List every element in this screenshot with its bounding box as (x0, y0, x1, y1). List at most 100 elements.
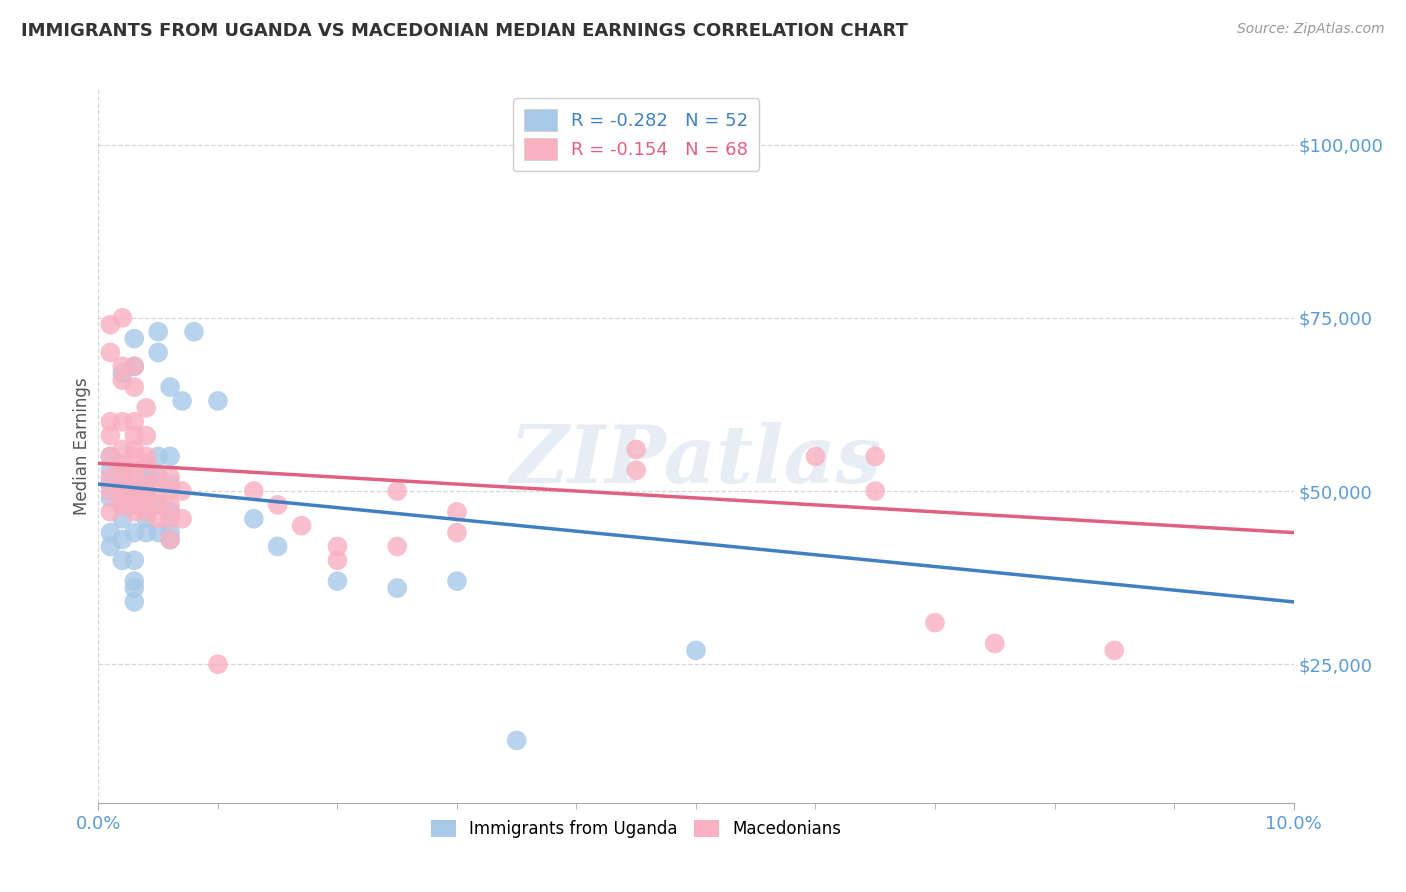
Point (159, 450, 181, 464)
Point (135, 463, 157, 477)
Point (243, 483, 266, 498)
Point (111, 366, 134, 380)
Point (159, 470, 181, 484)
Point (385, 483, 409, 498)
Point (159, 533, 181, 547)
Point (98, 477, 122, 491)
Point (267, 498, 290, 512)
Point (685, 643, 707, 657)
Point (98, 483, 122, 498)
Point (124, 415, 146, 429)
Point (159, 483, 181, 498)
Point (148, 345, 170, 359)
Point (291, 518, 314, 533)
Point (98, 428, 122, 442)
Point (865, 450, 887, 464)
Point (135, 483, 157, 498)
Text: ZIPatlas: ZIPatlas (510, 422, 882, 499)
Legend: Immigrants from Uganda, Macedonians: Immigrants from Uganda, Macedonians (425, 813, 848, 845)
Point (804, 450, 827, 464)
Point (446, 574, 468, 588)
Point (135, 401, 157, 415)
Point (626, 442, 648, 457)
Point (159, 505, 181, 519)
Point (135, 470, 157, 484)
Text: Source: ZipAtlas.com: Source: ZipAtlas.com (1237, 22, 1385, 37)
Point (124, 470, 146, 484)
Point (124, 553, 146, 567)
Point (124, 463, 146, 477)
Point (111, 512, 134, 526)
Point (98, 450, 122, 464)
Point (135, 512, 157, 526)
Point (159, 498, 181, 512)
Point (159, 512, 181, 526)
Point (984, 636, 1007, 650)
Point (207, 657, 229, 672)
Point (124, 595, 146, 609)
Point (135, 505, 157, 519)
Point (446, 525, 468, 540)
Point (111, 456, 134, 470)
Point (124, 483, 146, 498)
Point (135, 483, 157, 498)
Point (124, 525, 146, 540)
Point (159, 380, 181, 394)
Point (148, 450, 170, 464)
Point (135, 498, 157, 512)
Point (159, 505, 181, 519)
Point (865, 483, 887, 498)
Point (135, 477, 157, 491)
Point (148, 325, 170, 339)
Point (159, 533, 181, 547)
Text: IMMIGRANTS FROM UGANDA VS MACEDONIAN MEDIAN EARNINGS CORRELATION CHART: IMMIGRANTS FROM UGANDA VS MACEDONIAN MED… (21, 22, 908, 40)
Point (385, 581, 409, 595)
Point (159, 477, 181, 491)
Point (135, 456, 157, 470)
Point (172, 394, 194, 409)
Point (506, 733, 529, 747)
Point (124, 442, 146, 457)
Point (135, 450, 157, 464)
Point (111, 442, 134, 457)
Point (135, 525, 157, 540)
Point (124, 359, 146, 374)
Point (148, 498, 170, 512)
Point (124, 574, 146, 588)
Point (148, 470, 170, 484)
Point (124, 505, 146, 519)
Point (1104, 643, 1126, 657)
Point (111, 498, 134, 512)
Point (98, 540, 122, 554)
Point (124, 498, 146, 512)
Point (135, 428, 157, 442)
Point (207, 394, 229, 409)
Point (124, 428, 146, 442)
Point (111, 310, 134, 325)
Point (385, 540, 409, 554)
Point (124, 498, 146, 512)
Point (111, 477, 134, 491)
Point (124, 332, 146, 346)
Point (135, 498, 157, 512)
Point (183, 325, 205, 339)
Point (98, 525, 122, 540)
Point (98, 463, 122, 477)
Point (111, 498, 134, 512)
Point (172, 512, 194, 526)
Point (111, 415, 134, 429)
Point (98, 505, 122, 519)
Point (98, 318, 122, 332)
Point (124, 581, 146, 595)
Point (111, 373, 134, 387)
Point (326, 540, 349, 554)
Point (148, 470, 170, 484)
Point (172, 483, 194, 498)
Point (446, 505, 468, 519)
Point (98, 470, 122, 484)
Point (98, 415, 122, 429)
Point (124, 450, 146, 464)
Point (924, 615, 946, 630)
Point (326, 553, 349, 567)
Point (626, 463, 648, 477)
